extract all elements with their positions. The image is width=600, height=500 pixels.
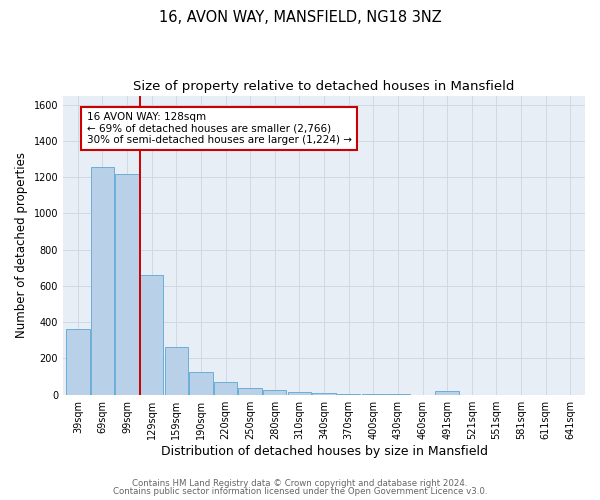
Text: Contains public sector information licensed under the Open Government Licence v3: Contains public sector information licen… <box>113 487 487 496</box>
Bar <box>214 382 237 394</box>
Bar <box>164 346 188 395</box>
Bar <box>140 275 163 394</box>
Bar <box>238 388 262 394</box>
Text: 16, AVON WAY, MANSFIELD, NG18 3NZ: 16, AVON WAY, MANSFIELD, NG18 3NZ <box>158 10 442 25</box>
X-axis label: Distribution of detached houses by size in Mansfield: Distribution of detached houses by size … <box>161 444 488 458</box>
Bar <box>66 328 89 394</box>
Title: Size of property relative to detached houses in Mansfield: Size of property relative to detached ho… <box>133 80 515 93</box>
Bar <box>115 174 139 394</box>
Bar <box>189 372 212 394</box>
Bar <box>263 390 286 394</box>
Y-axis label: Number of detached properties: Number of detached properties <box>15 152 28 338</box>
Bar <box>91 167 114 394</box>
Text: Contains HM Land Registry data © Crown copyright and database right 2024.: Contains HM Land Registry data © Crown c… <box>132 478 468 488</box>
Text: 16 AVON WAY: 128sqm
← 69% of detached houses are smaller (2,766)
30% of semi-det: 16 AVON WAY: 128sqm ← 69% of detached ho… <box>86 112 352 145</box>
Bar <box>436 392 459 394</box>
Bar <box>288 392 311 394</box>
